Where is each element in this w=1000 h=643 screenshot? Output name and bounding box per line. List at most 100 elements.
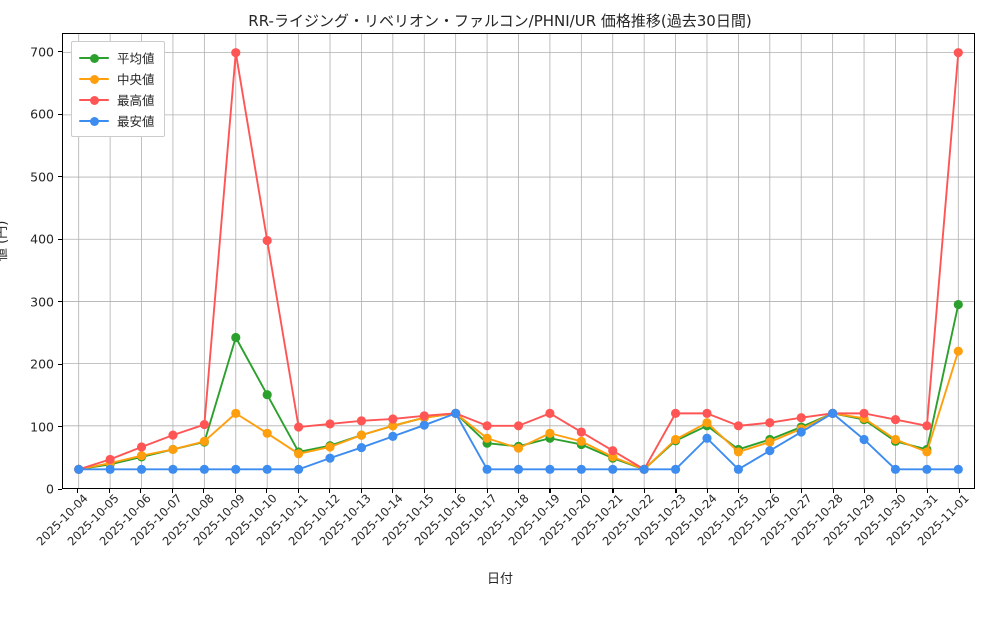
data-point (576, 464, 586, 474)
x-axis-tick-mark (643, 489, 646, 493)
data-point (231, 408, 241, 418)
data-point (953, 346, 963, 356)
y-axis-tick-label: 0 (46, 481, 54, 497)
x-axis-tick-mark (958, 489, 960, 493)
data-point (168, 430, 178, 440)
x-axis-tick-mark (203, 489, 205, 493)
data-point (796, 413, 806, 423)
x-axis-tick-mark (171, 489, 173, 493)
data-point (765, 446, 775, 456)
y-axis-tick-label: 500 (30, 169, 54, 185)
data-series-group (74, 48, 963, 474)
data-point (231, 332, 241, 343)
series-最安値 (74, 408, 963, 474)
data-point (262, 235, 272, 246)
data-point (702, 418, 712, 428)
y-axis-tick-label: 200 (30, 356, 54, 372)
y-axis-label: 値 (円) (0, 220, 10, 261)
x-axis-tick-mark (297, 489, 299, 493)
data-point (670, 408, 681, 418)
legend-item-中央値[interactable]: 中央値 (79, 68, 155, 89)
x-axis-tick-mark (738, 489, 740, 493)
data-point (890, 434, 901, 445)
data-point (199, 436, 209, 446)
data-point (482, 421, 492, 431)
data-point (136, 464, 147, 474)
data-point (419, 411, 429, 421)
series-最高値 (74, 48, 963, 474)
legend-swatch-icon (79, 94, 109, 106)
data-point (670, 464, 681, 474)
data-point (451, 408, 461, 418)
data-point (482, 464, 492, 474)
legend-item-平均値[interactable]: 平均値 (79, 47, 155, 68)
x-axis-tick-mark (455, 489, 457, 493)
data-point (356, 442, 367, 453)
data-point (513, 443, 524, 453)
data-point (105, 464, 115, 474)
data-point (262, 390, 272, 400)
data-point (105, 454, 115, 464)
data-point (859, 408, 869, 418)
x-axis-tick-mark (580, 489, 583, 493)
x-axis-tick-mark (329, 489, 331, 493)
data-point (136, 451, 147, 461)
x-axis-tick-mark (612, 489, 614, 493)
data-point (231, 48, 241, 58)
legend-swatch-icon (79, 115, 109, 127)
x-axis-tick-mark (108, 489, 110, 493)
y-axis-tick-mark (58, 363, 62, 365)
legend: 平均値中央値最高値 最安値 (71, 41, 165, 137)
y-axis-tick-label: 100 (30, 419, 54, 435)
data-point (513, 464, 524, 474)
data-point (796, 427, 806, 437)
data-point (74, 464, 84, 474)
price-history-chart-figure: RR-ライジング・リベリオン・ファルコン/PHNI/UR 価格推移(過去30日間… (0, 12, 975, 587)
data-point (765, 418, 775, 428)
data-point (576, 427, 586, 437)
data-point (545, 408, 555, 418)
y-axis-tick-label: 700 (30, 44, 54, 60)
legend-item-最安値[interactable]: 最安値 (79, 110, 155, 131)
data-point (953, 48, 963, 58)
y-axis-tick-label: 600 (30, 106, 54, 122)
legend-label: 中央値 (117, 72, 155, 87)
plot-area (62, 33, 975, 489)
legend-swatch-icon (79, 73, 109, 85)
data-point (828, 408, 838, 418)
data-point (294, 449, 304, 459)
y-axis-tick-label: 300 (30, 294, 54, 310)
data-point (325, 453, 335, 463)
legend-item-最高値[interactable]: 最高値 (79, 89, 155, 110)
data-point (733, 421, 743, 431)
x-axis-tick-mark (360, 489, 362, 493)
legend-label: 平均値 (117, 51, 155, 66)
x-axis-tick-mark (77, 489, 79, 493)
data-point (922, 421, 932, 431)
y-axis-tick-mark (58, 51, 62, 53)
x-axis-tick-mark (675, 489, 677, 493)
data-point (765, 437, 775, 447)
x-axis-tick-mark (895, 489, 897, 493)
chart-title: RR-ライジング・リベリオン・ファルコン/PHNI/UR 価格推移(過去30日間… (248, 12, 752, 30)
data-point (294, 422, 304, 432)
data-point (639, 464, 649, 474)
x-axis-tick-mark (801, 489, 803, 493)
x-axis-tick-mark (423, 489, 425, 493)
data-point (953, 464, 963, 474)
x-axis-tick-mark (392, 489, 394, 493)
data-point (388, 414, 398, 424)
data-point (325, 442, 335, 452)
data-point (922, 464, 932, 474)
data-point (922, 447, 932, 457)
x-axis-label: 日付 (486, 572, 513, 587)
y-axis-tick-mark (58, 488, 62, 490)
data-point (608, 464, 618, 474)
legend-swatch-icon (79, 52, 109, 64)
data-point (702, 408, 712, 418)
x-axis-tick-mark (140, 489, 142, 493)
data-point (356, 430, 367, 440)
data-point (388, 421, 398, 431)
data-point (859, 434, 869, 445)
y-axis-tick-mark (58, 426, 62, 428)
